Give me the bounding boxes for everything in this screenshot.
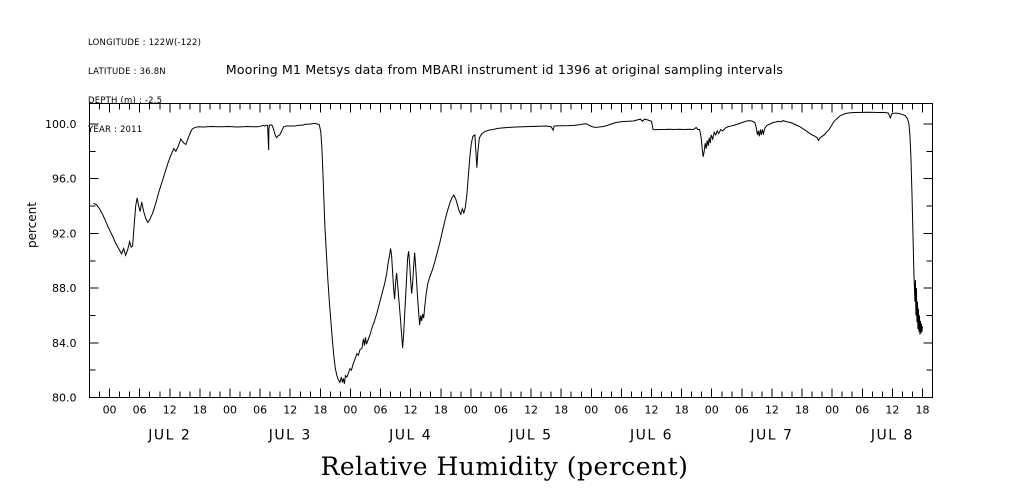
x-axis-hour-label: 06 (735, 404, 749, 417)
y-axis-tick-label: 96.0 (52, 173, 77, 186)
x-axis-day-label: JUL 4 (388, 428, 432, 444)
x-axis-day-label: JUL 8 (870, 428, 914, 444)
data-series-line (93, 111, 923, 384)
x-axis-day-label: JUL 5 (509, 428, 553, 444)
x-axis-hour-label: 00 (825, 404, 839, 417)
x-axis-hour-label: 00 (584, 404, 598, 417)
x-axis-day-label: JUL 3 (268, 428, 312, 444)
y-axis-tick-label: 92.0 (52, 227, 77, 240)
x-axis-day-label: JUL 6 (629, 428, 673, 444)
station-metadata: LONGITUDE : 122W(-122) LATITUDE : 36.8N … (88, 20, 201, 154)
x-axis-day-label: JUL 7 (749, 428, 793, 444)
x-axis-hour-label: 18 (795, 404, 809, 417)
x-axis-hour-label: 00 (464, 404, 478, 417)
x-axis-hour-label: 18 (434, 404, 448, 417)
longitude-text: LONGITUDE : 122W(-122) (88, 38, 202, 49)
x-axis-hour-label: 00 (343, 404, 357, 417)
x-axis-hour-label: 12 (283, 404, 297, 417)
x-axis-hour-label: 06 (855, 404, 869, 417)
x-axis-hour-label: 00 (705, 404, 719, 417)
x-axis-label: Relative Humidity (percent) (320, 452, 689, 481)
x-axis-hour-label: 12 (163, 404, 177, 417)
x-axis-hour-label: 12 (885, 404, 899, 417)
x-axis-hour-label: 12 (404, 404, 418, 417)
x-axis-hour-label: 06 (614, 404, 628, 417)
x-axis-hour-label: 18 (313, 404, 327, 417)
latitude-text: LATITUDE : 36.8N (88, 66, 166, 77)
x-axis-hour-label: 06 (133, 404, 147, 417)
depth-text: DEPTH (m) : -2.5 (88, 95, 163, 106)
year-text: YEAR : 2011 (88, 124, 143, 135)
y-axis-tick-label: 80.0 (52, 392, 77, 405)
plot-frame (88, 102, 934, 399)
x-axis-hour-label: 18 (915, 404, 929, 417)
x-axis-hour-label: 00 (103, 404, 117, 417)
y-axis-tick-label: 88.0 (52, 282, 77, 295)
x-axis-hour-label: 06 (253, 404, 267, 417)
x-axis-day-label: JUL 2 (147, 428, 191, 444)
chart-title: Mooring M1 Metsys data from MBARI instru… (225, 62, 784, 77)
x-axis-hour-label: 12 (645, 404, 659, 417)
y-axis-tick-label: 84.0 (52, 337, 77, 350)
x-axis-hour-label: 12 (765, 404, 779, 417)
y-axis-tick-label: 100.0 (45, 118, 77, 131)
x-axis-hour-label: 00 (223, 404, 237, 417)
x-axis-hour-label: 12 (524, 404, 538, 417)
x-axis-hour-label: 18 (554, 404, 568, 417)
x-axis-hour-label: 18 (193, 404, 207, 417)
x-axis-hour-label: 06 (374, 404, 388, 417)
x-axis-hour-label: 18 (675, 404, 689, 417)
x-axis-hour-label: 06 (494, 404, 508, 417)
